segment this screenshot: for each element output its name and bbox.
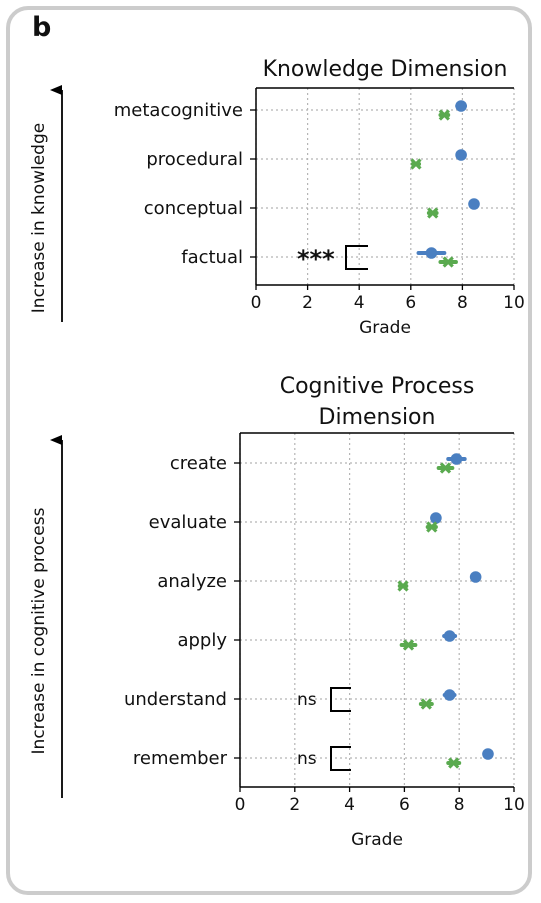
chart1-sig-label-factual: ***: [297, 245, 335, 273]
chart2-y-axis-label: Increase in cognitive process: [29, 507, 49, 754]
chart2-category-label-create: create: [170, 453, 227, 474]
chart1-category-label-procedural: procedural: [146, 149, 243, 170]
chart2-sig-label-remember: ns: [297, 749, 317, 769]
chart1-x-tick-label: 0: [251, 293, 262, 313]
chart2-point-circle-apply: [443, 630, 456, 642]
chart1-point-x-metacognitive: [438, 109, 450, 121]
figure-frame: [6, 6, 532, 895]
chart2-category-label-apply: apply: [177, 630, 227, 651]
chart2-point-circle-understand: [443, 689, 456, 701]
chart2-sig-bracket-understand: [330, 687, 351, 712]
chart2-x-tick-label: 2: [289, 795, 300, 815]
chart2-point-x-remember: [448, 757, 460, 769]
chart2-point-circle-remember: [482, 748, 494, 760]
chart2-point-circle-analyze: [469, 571, 482, 583]
chart1-title: Knowledge Dimension: [263, 57, 508, 82]
chart1-sig-bracket-factual: [345, 245, 368, 270]
chart2-sig-bracket-remember: [330, 746, 351, 771]
chart1-y-axis-label: Increase in knowledge: [29, 123, 49, 313]
chart2-point-x-create: [439, 462, 452, 474]
chart2-title: Dimension: [319, 405, 436, 430]
chart2-x-tick-label: 10: [503, 795, 525, 815]
chart2-x-tick-label: 0: [235, 795, 246, 815]
chart2-category-label-understand: understand: [124, 689, 227, 710]
chart1-point-x-factual: [442, 256, 454, 268]
chart2-point-x-apply: [402, 639, 415, 651]
chart2-point-x-analyze: [397, 580, 409, 592]
chart1-x-tick-label: 2: [302, 293, 313, 313]
chart1-point-circle-conceptual: [468, 198, 480, 210]
chart2-point-circle-create: [450, 453, 463, 465]
chart2-point-circle-evaluate: [430, 512, 442, 524]
chart2-x-axis-label: Grade: [351, 830, 403, 850]
chart2-title: Cognitive Process: [280, 374, 475, 399]
chart1-x-axis-label: Grade: [359, 318, 411, 338]
chart2-point-x-understand: [420, 698, 432, 710]
chart2-category-label-analyze: analyze: [157, 571, 227, 592]
chart1-point-x-procedural: [410, 158, 422, 170]
chart1-category-label-conceptual: conceptual: [144, 198, 243, 219]
chart1-point-circle-metacognitive: [455, 100, 467, 112]
chart1-x-tick-label: 8: [457, 293, 468, 313]
chart1-x-tick-label: 10: [503, 293, 525, 313]
chart1-point-circle-procedural: [455, 149, 467, 161]
chart1-point-x-conceptual: [427, 207, 439, 219]
chart2-x-tick-label: 6: [399, 795, 410, 815]
chart1-point-circle-factual: [425, 247, 438, 259]
chart2-category-label-evaluate: evaluate: [149, 512, 227, 533]
panel-label: b: [32, 12, 52, 43]
chart1-category-label-metacognitive: metacognitive: [114, 100, 243, 121]
chart2-x-tick-label: 4: [344, 795, 355, 815]
chart2-x-tick-label: 8: [454, 795, 465, 815]
chart1-x-tick-label: 6: [405, 293, 416, 313]
chart1-x-tick-label: 4: [354, 293, 365, 313]
chart2-point-x-evaluate: [426, 521, 438, 533]
chart2-sig-label-understand: ns: [297, 690, 317, 710]
chart1-category-label-factual: factual: [181, 247, 243, 268]
chart2-category-label-remember: remember: [133, 748, 228, 769]
